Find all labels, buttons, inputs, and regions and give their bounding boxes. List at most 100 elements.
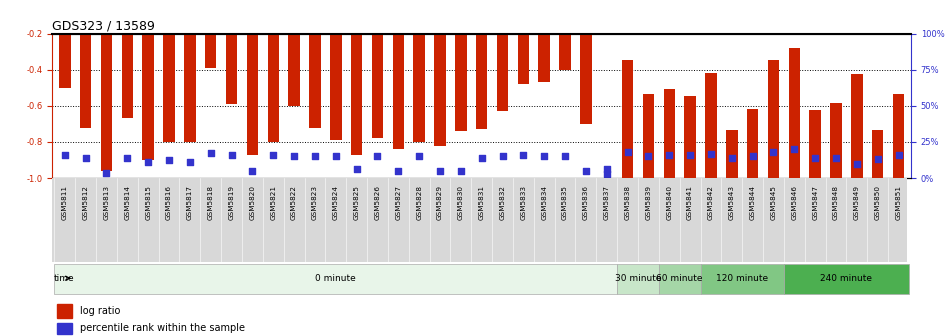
Bar xyxy=(701,264,784,294)
Bar xyxy=(57,304,72,318)
Point xyxy=(162,157,177,163)
Bar xyxy=(351,0,362,155)
Point xyxy=(641,154,656,159)
Bar xyxy=(643,94,654,178)
Point xyxy=(370,154,385,159)
Bar xyxy=(617,264,659,294)
Bar xyxy=(309,0,320,128)
Text: GSM5841: GSM5841 xyxy=(688,185,693,220)
Text: GSM5825: GSM5825 xyxy=(354,185,359,220)
Point xyxy=(454,168,469,174)
Point xyxy=(495,154,510,159)
Text: GSM5815: GSM5815 xyxy=(146,185,151,220)
Bar xyxy=(246,0,258,155)
Text: time: time xyxy=(53,274,74,283)
Point xyxy=(766,150,781,155)
Point xyxy=(120,156,135,161)
Bar xyxy=(622,59,633,178)
Point xyxy=(349,166,364,172)
Text: GSM5813: GSM5813 xyxy=(104,185,109,220)
Bar xyxy=(288,0,300,106)
Point xyxy=(286,154,301,159)
Bar xyxy=(414,0,425,142)
Text: GDS323 / 13589: GDS323 / 13589 xyxy=(52,19,155,33)
Point xyxy=(578,168,593,174)
Text: GSM5824: GSM5824 xyxy=(333,185,339,220)
Point xyxy=(599,172,614,177)
Text: GSM5833: GSM5833 xyxy=(520,185,526,220)
Bar xyxy=(517,0,529,84)
Point xyxy=(265,152,281,157)
Point xyxy=(328,154,343,159)
Bar xyxy=(184,0,196,142)
Text: GSM5836: GSM5836 xyxy=(583,185,589,220)
Point xyxy=(786,146,802,152)
Point xyxy=(828,155,844,161)
Text: GSM5839: GSM5839 xyxy=(646,185,651,220)
Point xyxy=(599,166,614,172)
Bar xyxy=(726,130,738,178)
Bar xyxy=(225,0,238,104)
Bar xyxy=(788,48,800,178)
Bar xyxy=(893,94,904,178)
Text: GSM5818: GSM5818 xyxy=(207,185,214,220)
Text: 0 minute: 0 minute xyxy=(316,274,357,283)
Text: GSM5814: GSM5814 xyxy=(125,185,130,220)
Text: GSM5851: GSM5851 xyxy=(896,185,902,220)
Bar xyxy=(267,0,279,142)
Bar xyxy=(872,130,883,178)
Point xyxy=(391,168,406,174)
Point xyxy=(620,150,635,155)
Point xyxy=(433,168,448,174)
Text: GSM5849: GSM5849 xyxy=(854,185,860,220)
Text: GSM5845: GSM5845 xyxy=(770,185,776,220)
Bar xyxy=(59,0,70,88)
Text: GSM5840: GSM5840 xyxy=(667,185,672,220)
Point xyxy=(683,152,698,158)
Bar xyxy=(706,73,717,178)
Point xyxy=(412,154,427,159)
Text: 120 minute: 120 minute xyxy=(716,274,768,283)
Point xyxy=(807,155,823,161)
Bar xyxy=(435,0,446,145)
Text: GSM5834: GSM5834 xyxy=(541,185,547,220)
Bar xyxy=(747,109,758,178)
Point xyxy=(870,157,885,162)
Bar xyxy=(393,0,404,149)
Text: GSM5816: GSM5816 xyxy=(166,185,172,220)
Text: GSM5812: GSM5812 xyxy=(83,185,88,220)
Bar xyxy=(784,264,909,294)
Text: 30 minute: 30 minute xyxy=(614,274,661,283)
Text: GSM5847: GSM5847 xyxy=(812,185,818,220)
Text: GSM5838: GSM5838 xyxy=(625,185,631,220)
Text: 60 minute: 60 minute xyxy=(656,274,703,283)
Bar xyxy=(851,74,863,178)
Bar xyxy=(330,0,341,140)
Bar xyxy=(830,103,842,178)
Bar xyxy=(101,0,112,171)
Text: GSM5821: GSM5821 xyxy=(270,185,276,220)
Bar xyxy=(538,0,550,82)
Text: GSM5835: GSM5835 xyxy=(562,185,568,220)
Point xyxy=(78,156,93,161)
Text: GSM5837: GSM5837 xyxy=(604,185,610,220)
Bar xyxy=(809,110,821,178)
Bar xyxy=(496,0,508,111)
Bar xyxy=(122,0,133,119)
Text: GSM5811: GSM5811 xyxy=(62,185,68,220)
Bar xyxy=(143,0,154,160)
Text: GSM5830: GSM5830 xyxy=(457,185,464,220)
Text: GSM5826: GSM5826 xyxy=(375,185,380,220)
Point xyxy=(557,154,573,159)
Point xyxy=(536,154,552,159)
Point xyxy=(662,152,677,158)
Point xyxy=(99,170,114,175)
Text: 240 minute: 240 minute xyxy=(821,274,872,283)
Bar xyxy=(664,88,675,178)
Text: GSM5822: GSM5822 xyxy=(291,185,297,220)
Bar xyxy=(57,323,72,334)
Text: GSM5820: GSM5820 xyxy=(249,185,256,220)
Bar xyxy=(164,0,175,142)
Point xyxy=(183,159,198,165)
Text: GSM5848: GSM5848 xyxy=(833,185,839,220)
